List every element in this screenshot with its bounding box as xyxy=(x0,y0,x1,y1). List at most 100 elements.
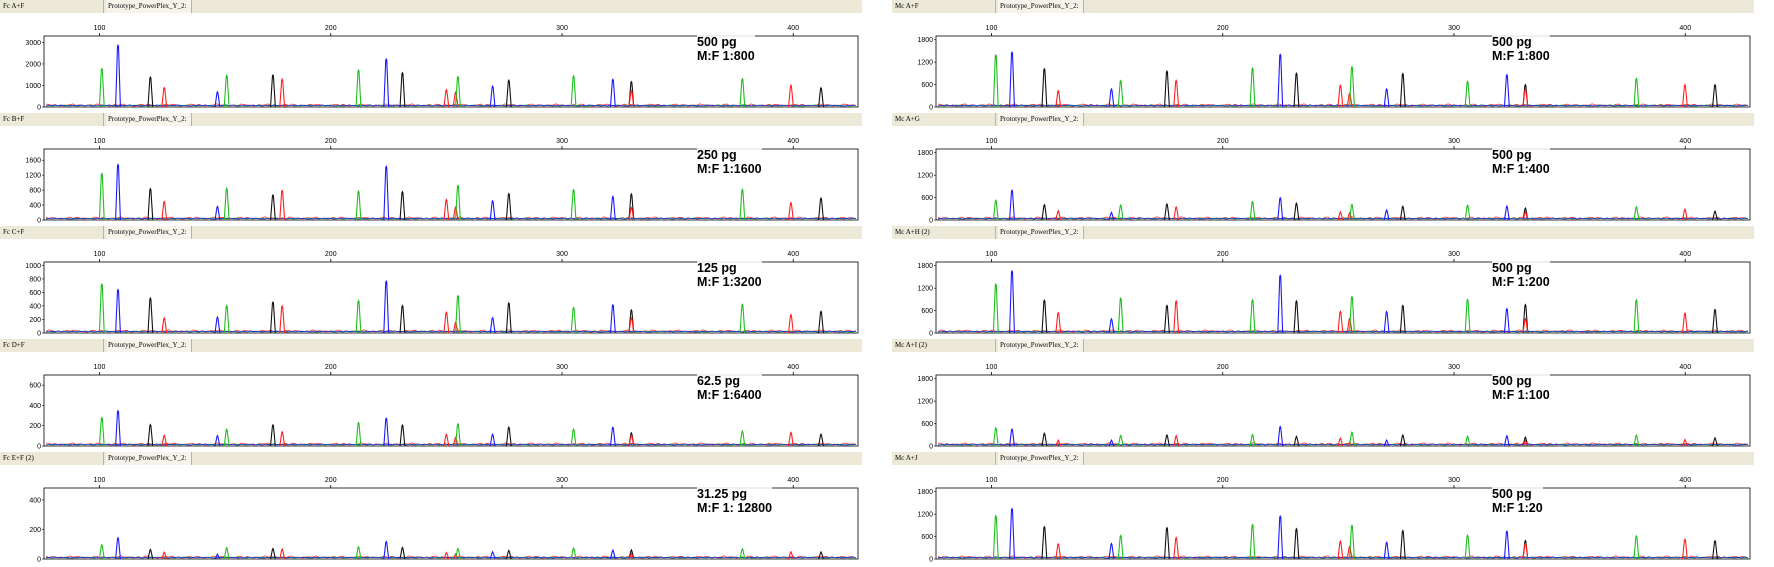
y-tick-label: 800 xyxy=(29,276,41,283)
mixture-ratio: M:F 1:100 xyxy=(1492,388,1550,402)
peak-red xyxy=(443,551,450,560)
sample-name[interactable]: Fc D+F xyxy=(1,339,104,352)
mixture-ratio: M:F 1:800 xyxy=(1492,49,1550,63)
sample-name[interactable]: Mc A+H (2) xyxy=(893,226,996,239)
peak-blue xyxy=(609,78,616,108)
peak-green xyxy=(355,68,362,108)
peak-blue xyxy=(383,417,390,447)
electropherogram-panel: Mc A+I (2) Prototype_PowerPlex_Y_2: 100 200… xyxy=(892,339,1754,452)
y-tick-label: 0 xyxy=(929,444,933,451)
peak-green xyxy=(1348,295,1355,334)
peak-green xyxy=(1117,296,1124,334)
right-column: Mc A+F Prototype_PowerPlex_Y_2: 100 200 300 4… xyxy=(892,0,1754,567)
sample-name[interactable]: Mc A+I (2) xyxy=(893,339,996,352)
peak-black xyxy=(1163,202,1170,221)
peak-black xyxy=(147,296,154,334)
sample-name[interactable]: Fc A+F xyxy=(1,0,104,13)
electropherogram-panel: Mc A+H (2) Prototype_PowerPlex_Y_2: 100 200… xyxy=(892,226,1754,339)
sample-name[interactable]: Mc A+J xyxy=(893,452,996,465)
peak-black xyxy=(1293,72,1300,108)
peak-green xyxy=(992,426,999,447)
peak-blue xyxy=(115,163,121,221)
peak-blue xyxy=(1383,87,1390,108)
x-tick-label: 100 xyxy=(986,25,998,32)
peak-green xyxy=(355,421,362,447)
peak-red xyxy=(161,86,168,108)
peak-red xyxy=(1055,311,1062,334)
peak-blue xyxy=(489,433,496,447)
peak-black xyxy=(505,301,512,334)
peak-black xyxy=(1522,436,1529,447)
sample-name[interactable]: Fc B+F xyxy=(1,113,104,126)
panel-name[interactable]: Prototype_PowerPlex_Y_2: xyxy=(106,339,192,352)
template-amount: 250 pg xyxy=(697,148,737,162)
peak-black xyxy=(505,425,512,447)
peak-blue xyxy=(115,44,121,108)
x-tick-label: 300 xyxy=(1448,138,1460,145)
electropherogram-plot: 100 200 300 400 400 200 0 xyxy=(29,477,859,564)
peak-green xyxy=(454,75,461,108)
panel-name[interactable]: Prototype_PowerPlex_Y_2: xyxy=(998,339,1084,352)
peak-green xyxy=(98,282,105,334)
peak-green xyxy=(1464,203,1471,221)
x-tick-label: 200 xyxy=(1217,25,1229,32)
peak-red xyxy=(161,434,168,447)
template-amount: 500 pg xyxy=(1492,261,1532,275)
panel-name[interactable]: Prototype_PowerPlex_Y_2: xyxy=(106,0,192,13)
sample-name[interactable]: Mc A+G xyxy=(893,113,996,126)
y-tick-label: 2000 xyxy=(25,61,41,68)
x-tick-label: 300 xyxy=(556,251,568,258)
y-tick-label: 0 xyxy=(929,331,933,338)
left-column: Fc A+F Prototype_PowerPlex_Y_2: 100 200 300 4… xyxy=(0,0,862,567)
y-tick-label: 1600 xyxy=(25,158,41,165)
plot-frame xyxy=(935,261,1751,334)
sample-name[interactable]: Fc E+F (2) xyxy=(1,452,104,465)
peak-blue xyxy=(1503,204,1510,221)
panel-name[interactable]: Prototype_PowerPlex_Y_2: xyxy=(106,452,192,465)
y-tick-label: 3000 xyxy=(25,40,41,47)
y-tick-label: 600 xyxy=(921,421,933,428)
x-tick-label: 100 xyxy=(986,364,998,371)
peak-red xyxy=(1346,545,1353,560)
peak-blue xyxy=(1383,438,1390,447)
peak-green xyxy=(1117,534,1124,560)
y-tick-label: 0 xyxy=(929,218,933,225)
peak-blue xyxy=(1277,514,1284,560)
panel-name[interactable]: Prototype_PowerPlex_Y_2: xyxy=(998,452,1084,465)
panel-name[interactable]: Prototype_PowerPlex_Y_2: xyxy=(106,226,192,239)
panel-name[interactable]: Prototype_PowerPlex_Y_2: xyxy=(106,113,192,126)
sample-name[interactable]: Fc C+F xyxy=(1,226,104,239)
peak-blue xyxy=(1108,317,1115,334)
x-tick-label: 300 xyxy=(1448,364,1460,371)
peak-black xyxy=(505,192,512,221)
electropherogram-plot: 100 200 300 400 1800 1200 600 0 xyxy=(917,138,1751,225)
peak-green xyxy=(454,294,461,334)
mixture-ratio: M:F 1:800 xyxy=(697,49,755,63)
peak-black xyxy=(1293,201,1300,221)
peak-blue xyxy=(214,205,221,221)
y-tick-label: 0 xyxy=(37,444,41,451)
panel-name[interactable]: Prototype_PowerPlex_Y_2: xyxy=(998,226,1084,239)
mixture-ratio: M:F 1:3200 xyxy=(697,275,762,289)
peak-black xyxy=(1399,205,1406,221)
x-tick-label: 300 xyxy=(556,477,568,484)
peak-green xyxy=(1249,298,1256,334)
sample-name[interactable]: Mc A+F xyxy=(893,0,996,13)
peak-green xyxy=(570,306,577,334)
panel-name[interactable]: Prototype_PowerPlex_Y_2: xyxy=(998,0,1084,13)
column-divider xyxy=(870,0,884,567)
electropherogram-plot: 100 200 300 400 3000 2000 1000 0 xyxy=(25,25,859,112)
y-tick-label: 1200 xyxy=(917,173,933,180)
sample-annotation: 500 pg M:F 1:800 xyxy=(697,35,755,63)
sample-annotation: 62.5 pg M:F 1:6400 xyxy=(697,374,762,402)
peak-blue xyxy=(1009,50,1015,108)
y-tick-label: 1800 xyxy=(917,37,933,44)
peak-blue xyxy=(489,316,496,334)
panel-name[interactable]: Prototype_PowerPlex_Y_2: xyxy=(998,113,1084,126)
x-tick-label: 200 xyxy=(325,25,337,32)
peak-blue xyxy=(1277,196,1284,221)
peak-blue xyxy=(609,548,616,560)
peak-black xyxy=(505,549,512,560)
peak-red xyxy=(279,430,286,447)
peak-blue xyxy=(1503,529,1510,560)
